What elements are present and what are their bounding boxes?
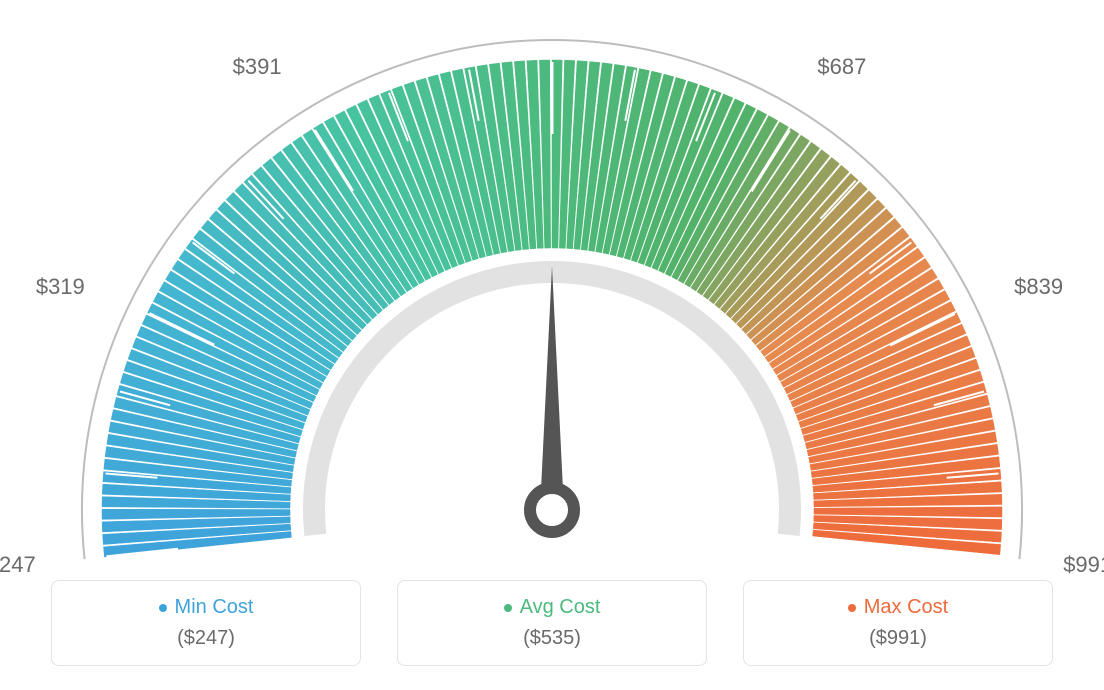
legend-avg-label: Avg Cost — [520, 596, 601, 619]
legend-avg-value: ($535) — [523, 627, 581, 650]
legend-avg-title: Avg Cost — [504, 596, 601, 619]
legend-max-label: Max Cost — [864, 596, 948, 619]
gauge-area: $247$319$391$535$687$839$991 — [0, 0, 1104, 570]
legend-max-value: ($991) — [869, 627, 927, 650]
legend-max-dot — [848, 604, 856, 612]
legend-avg-dot — [504, 604, 512, 612]
tick-label: $687 — [817, 54, 866, 80]
legend-min-dot — [159, 604, 167, 612]
tick-label: $991 — [1063, 552, 1104, 578]
legend-min-value: ($247) — [177, 627, 235, 650]
legend-max-cost: Max Cost ($991) — [743, 580, 1053, 666]
legend-avg-cost: Avg Cost ($535) — [397, 580, 707, 666]
legend-min-cost: Min Cost ($247) — [51, 580, 361, 666]
gauge-svg — [0, 0, 1104, 570]
cost-gauge-chart: $247$319$391$535$687$839$991 Min Cost ($… — [0, 0, 1104, 690]
legend-min-label: Min Cost — [175, 596, 254, 619]
legend-row: Min Cost ($247) Avg Cost ($535) Max Cost… — [0, 580, 1104, 666]
tick-label: $319 — [36, 274, 85, 300]
legend-min-title: Min Cost — [159, 596, 254, 619]
tick-label: $391 — [233, 54, 282, 80]
tick-label: $247 — [0, 552, 36, 578]
tick-label: $839 — [1014, 274, 1063, 300]
legend-max-title: Max Cost — [848, 596, 948, 619]
